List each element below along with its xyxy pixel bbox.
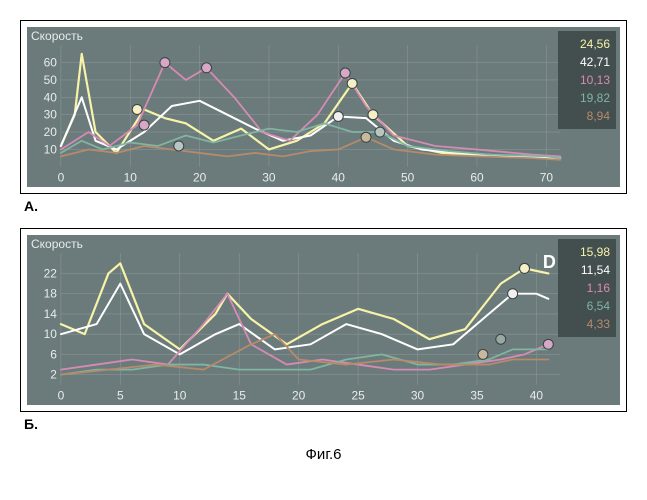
- x-tick-label: 20: [193, 171, 207, 185]
- x-tick-label: 0: [58, 171, 65, 185]
- series-marker: [160, 58, 170, 68]
- chart-panel: Скорость0510152025303540261014182215,981…: [27, 235, 620, 405]
- y-tick-label: 18: [44, 287, 58, 301]
- x-tick-label: 40: [530, 389, 544, 403]
- series-marker: [543, 339, 553, 349]
- series-marker: [478, 349, 488, 359]
- y-tick-label: 2: [50, 368, 57, 382]
- series-marker: [496, 334, 506, 344]
- legend-value: 1,16: [564, 279, 610, 297]
- legend-box: 15,9811,541,166,544,33: [558, 239, 616, 337]
- chart-svg: 0 10 20 30 40 50 60 70 10 20 30 40 50 60: [27, 27, 620, 187]
- y-tick-label: 50: [44, 73, 58, 87]
- y-tick-label: 40: [44, 90, 58, 104]
- series-marker: [139, 120, 149, 130]
- y-tick-label: 22: [44, 266, 58, 280]
- x-tick-label: 10: [124, 171, 138, 185]
- legend-value: 42,71: [564, 53, 610, 71]
- x-tick-label: 0: [58, 389, 65, 403]
- series-line: [61, 123, 560, 158]
- panel-sublabel: А.: [24, 198, 627, 214]
- y-tick-label: 6: [50, 347, 57, 361]
- x-tick-label: 20: [292, 389, 306, 403]
- series-marker: [132, 104, 142, 114]
- x-tick-label: 5: [117, 389, 124, 403]
- y-tick-label: 60: [44, 56, 58, 70]
- x-tick-label: 15: [233, 389, 247, 403]
- series-line: [61, 137, 560, 160]
- series-marker: [340, 68, 350, 78]
- x-tick-label: 30: [262, 171, 276, 185]
- y-tick-label: 10: [44, 327, 58, 341]
- x-tick-label: 70: [540, 171, 554, 185]
- y-tick-label: 30: [44, 108, 58, 122]
- series-marker: [174, 141, 184, 151]
- figure-caption: Фиг.6: [20, 446, 627, 463]
- series-line: [61, 294, 548, 370]
- panel-sublabel: Б.: [24, 416, 627, 432]
- legend-value: 8,94: [564, 107, 610, 125]
- series-marker: [520, 263, 530, 273]
- x-tick-label: 35: [470, 389, 484, 403]
- y-tick-label: 14: [44, 307, 58, 321]
- x-tick-label: 10: [173, 389, 187, 403]
- y-axis-label: Скорость: [31, 237, 83, 251]
- legend-value: 11,54: [564, 261, 610, 279]
- x-tick-label: 50: [401, 171, 415, 185]
- series-marker: [361, 132, 371, 142]
- series-marker: [347, 78, 357, 88]
- series-marker: [368, 110, 378, 120]
- series-marker: [202, 63, 212, 73]
- x-tick-label: 25: [351, 389, 365, 403]
- legend-value: 4,33: [564, 315, 610, 333]
- chart-svg: 0 5 10 15 20 25 30 35 40 2 6 10 14 18 22: [27, 235, 620, 405]
- legend-value: 19,82: [564, 89, 610, 107]
- legend-value: 15,98: [564, 243, 610, 261]
- y-axis-label: Скорость: [31, 29, 83, 43]
- legend-box: 24,5642,7110,1319,828,94: [558, 31, 616, 129]
- chart-panel-frame: Скорость0510152025303540261014182215,981…: [20, 228, 627, 412]
- series-badge: D: [543, 252, 556, 273]
- legend-value: 24,56: [564, 35, 610, 53]
- series-line: [61, 284, 548, 355]
- chart-panel: Скорость 0 10 20 30 40 50 60 70 10 20 30 40 50 60 24,56…: [27, 27, 620, 187]
- series-line: [61, 263, 548, 349]
- y-tick-label: 10: [44, 142, 58, 156]
- series-marker: [508, 289, 518, 299]
- series-marker: [333, 111, 343, 121]
- x-tick-label: 60: [470, 171, 484, 185]
- x-tick-label: 30: [411, 389, 425, 403]
- legend-value: 6,54: [564, 297, 610, 315]
- chart-panel-frame: Скорость 0 10 20 30 40 50 60 70 10 20 30 40 50 60 24,56…: [20, 20, 627, 194]
- series-marker: [375, 127, 385, 137]
- y-tick-label: 20: [44, 125, 58, 139]
- x-tick-label: 40: [332, 171, 346, 185]
- legend-value: 10,13: [564, 71, 610, 89]
